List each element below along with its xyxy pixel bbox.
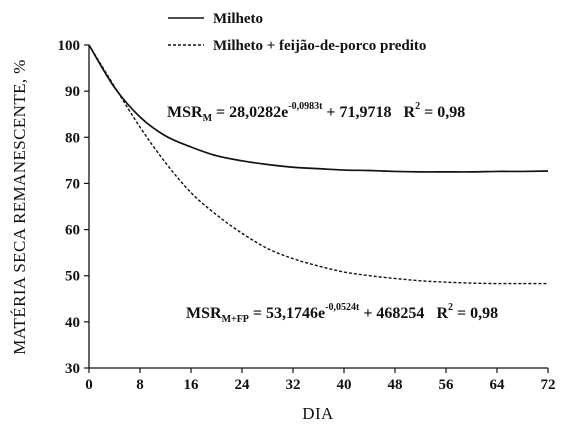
x-tick-label: 8 [136, 377, 144, 393]
x-tick-label: 0 [85, 377, 93, 393]
y-axis-title: MATÉRIA SECA REMANESCENTE, % [10, 59, 29, 355]
x-tick-label: 64 [490, 377, 506, 393]
axes [88, 45, 548, 369]
x-tick-label: 72 [541, 377, 556, 393]
x-tick-label: 56 [439, 377, 455, 393]
x-tick-label: 24 [235, 377, 251, 393]
y-tick-label: 80 [65, 130, 80, 146]
y-tick-label: 90 [65, 84, 80, 100]
legend: Milheto Milheto + feijão-de-porco predit… [168, 11, 426, 54]
equation-milheto: MSRM = 28,0282e-0,0983t + 71,9718 R2 = 0,… [167, 101, 465, 124]
x-tick-label: 32 [286, 377, 301, 393]
y-tick-label: 30 [65, 361, 80, 377]
legend-label-milheto-feijao: Milheto + feijão-de-porco predito [213, 38, 426, 54]
x-tick-label: 48 [388, 377, 403, 393]
x-tick-label: 16 [184, 377, 200, 393]
y-tick-label: 100 [58, 38, 81, 54]
legend-label-milheto: Milheto [213, 11, 263, 27]
equation-milheto-feijao: MSRM+FP = 53,1746e-0,0524t + 468254 R2 = … [186, 302, 498, 325]
y-tick-label: 50 [65, 269, 80, 285]
series-line-milheto-feijao [88, 44, 548, 285]
tick-marks: 0 8 16 24 32 40 48 56 64 72 30 40 50 60 70 80 90 100 [58, 38, 556, 393]
y-tick-label: 60 [65, 223, 80, 239]
y-tick-label: 40 [65, 315, 80, 331]
x-axis-title: DIA [302, 404, 334, 423]
x-tick-label: 40 [337, 377, 352, 393]
y-tick-label: 70 [65, 176, 80, 192]
series-line-milheto [88, 44, 549, 173]
series-lines [88, 44, 549, 285]
